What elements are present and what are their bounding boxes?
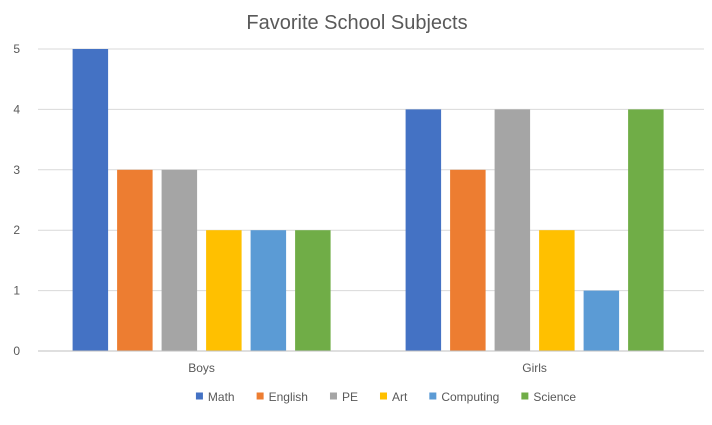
bar-computing-boys [250, 230, 287, 351]
bar-pe-girls [494, 109, 531, 352]
bar-art-boys [206, 230, 242, 351]
y-tick-label: 5 [13, 42, 20, 56]
legend: Math English PE Art Computing Science [195, 390, 576, 404]
bar-series [72, 49, 664, 352]
y-tick-label: 4 [13, 102, 20, 116]
bar-english-boys [117, 169, 153, 351]
bar-math-boys [72, 49, 109, 351]
legend-label: Art [392, 390, 408, 404]
legend-item-art: Art [379, 390, 408, 404]
bar-art-girls [539, 230, 575, 351]
bar-english-girls [450, 169, 486, 351]
y-tick-label: 3 [13, 163, 20, 177]
y-tick-label: 2 [13, 223, 20, 237]
legend-label: Science [533, 390, 576, 404]
bar-math-girls [405, 109, 442, 352]
legend-swatch [195, 392, 203, 400]
y-tick-label: 1 [13, 284, 20, 298]
legend-swatch [256, 392, 264, 400]
legend-item-math: Math [195, 390, 235, 404]
legend-item-science: Science [521, 390, 576, 404]
legend-swatch [429, 392, 437, 400]
y-axis-tick-labels: 0 1 2 3 4 5 [13, 42, 20, 358]
x-axis: Boys Girls [38, 350, 704, 375]
chart-title: Favorite School Subjects [246, 12, 467, 34]
bar-science-boys [295, 230, 331, 351]
legend-item-computing: Computing [429, 390, 499, 404]
legend-label: Math [208, 390, 235, 404]
legend-swatch [379, 392, 387, 400]
x-category-label: Boys [188, 361, 215, 375]
legend-item-english: English [256, 390, 308, 404]
legend-label: PE [342, 390, 358, 404]
legend-item-pe: PE [329, 390, 358, 404]
legend-label: English [269, 390, 308, 404]
x-category-label: Girls [522, 361, 547, 375]
bar-science-girls [628, 109, 664, 352]
bar-computing-girls [583, 290, 620, 351]
legend-swatch [329, 392, 337, 400]
bar-pe-boys [161, 169, 198, 351]
legend-swatch [521, 392, 529, 400]
y-tick-label: 0 [13, 344, 20, 358]
legend-label: Computing [441, 390, 499, 404]
